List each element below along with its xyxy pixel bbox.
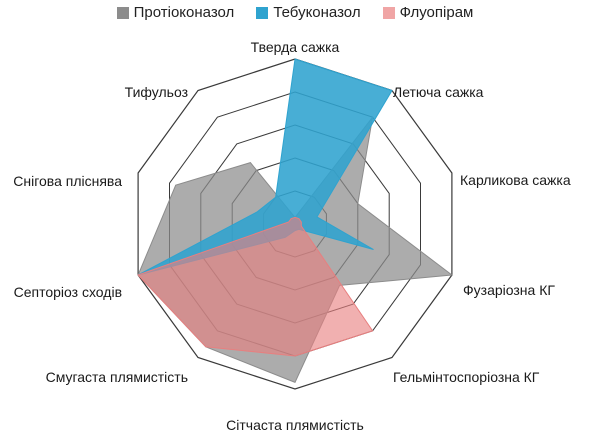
legend-swatch-tebuconazole: [256, 6, 269, 19]
axis-label-5: Гельмінтоспоріозна КГ: [393, 369, 540, 385]
axis-label-2: Летюча сажка: [393, 84, 484, 100]
axis-label-1: Тверда сажка: [251, 39, 340, 55]
axis-label-4: Фузаріозна КГ: [463, 282, 555, 298]
grid-ring-5: [137, 58, 453, 390]
radar-axis-labels: Тверда сажка Летюча сажка Карликова сажка Ф…: [13, 39, 571, 433]
axis-label-6: Сітчаста плямистість: [226, 417, 364, 433]
legend-label-fluopyram: Флуопірам: [399, 4, 474, 21]
series-area-3[interactable]: [137, 216, 374, 357]
legend-swatch-protioconazole: [116, 6, 129, 19]
axis-label-3: Карликова сажка: [460, 172, 571, 188]
radar-series: [137, 58, 454, 384]
axis-label-7: Смугаста плямистість: [46, 369, 188, 385]
legend-label-tebuconazole: Тебуконазол: [273, 4, 361, 21]
axis-label-10: Тифульоз: [125, 84, 188, 100]
legend-item-protioconazole[interactable]: Протіоконазол: [116, 4, 235, 21]
axis-label-9: Снігова пліснява: [13, 173, 122, 189]
legend-item-tebuconazole[interactable]: Тебуконазол: [256, 4, 361, 21]
legend: Протіоконазол Тебуконазол Флуопірам: [0, 4, 590, 21]
legend-swatch-fluopyram: [382, 6, 395, 19]
legend-label-protioconazole: Протіоконазол: [133, 4, 235, 21]
axis-label-8: Септоріоз сходів: [14, 284, 122, 300]
legend-item-fluopyram[interactable]: Флуопірам: [382, 4, 474, 21]
